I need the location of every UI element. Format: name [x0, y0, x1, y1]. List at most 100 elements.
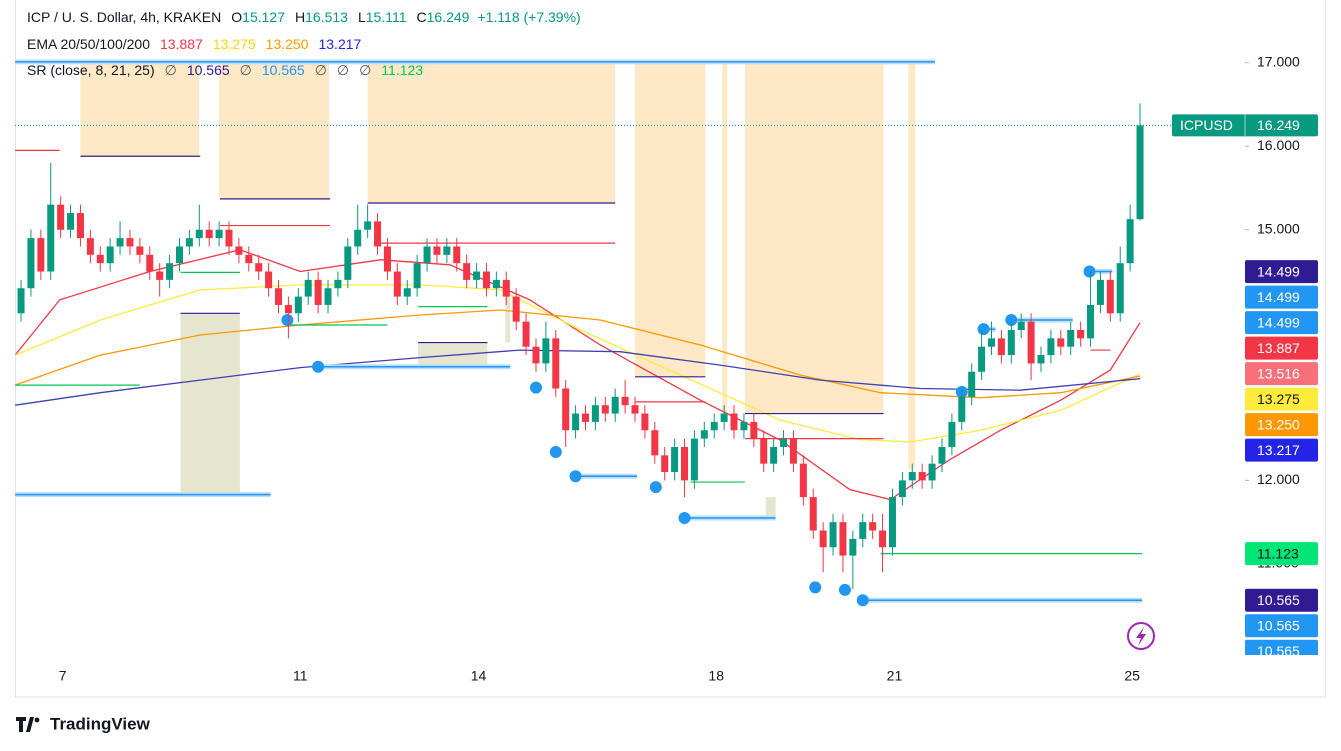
indicator-value: ∅ — [165, 62, 177, 78]
candle-body — [661, 455, 669, 473]
price-label: 13.516 — [1257, 365, 1300, 381]
sr-dot — [678, 511, 691, 524]
candle-body — [1077, 330, 1085, 339]
candle-body — [502, 279, 510, 297]
candle-body — [136, 246, 144, 255]
lightning-icon[interactable] — [1127, 622, 1155, 650]
sr-zone — [505, 284, 511, 343]
candle-body — [433, 246, 441, 255]
candle-body — [641, 413, 649, 431]
candle-body — [562, 388, 570, 431]
candle-body — [195, 229, 203, 239]
candle-body — [591, 405, 599, 422]
price-axis: 17.00016.00015.00012.00011.000ICPUSD16.2… — [1172, 53, 1318, 659]
sr-dot — [649, 481, 662, 494]
price-label-bg — [1245, 311, 1318, 335]
price-label-bg — [1245, 362, 1318, 386]
x-tick-label: 14 — [471, 668, 487, 684]
y-tick-label: 16.000 — [1257, 137, 1300, 153]
change: +1.118 (+7.39%) — [477, 9, 580, 25]
price-label: 13.275 — [1257, 391, 1300, 407]
indicator-name: SR (close, 8, 21, 25) — [27, 62, 155, 78]
indicator-value: 13.217 — [318, 36, 361, 52]
candle-body — [334, 279, 342, 289]
candle-body — [265, 271, 273, 289]
price-label-bg — [1245, 438, 1318, 462]
last-price-badge: ICPUSD 16.249 — [1172, 114, 1318, 137]
price-label-bg — [1245, 588, 1318, 612]
last-price-label: 16.249 — [1257, 117, 1300, 133]
price-label-bg — [1245, 614, 1318, 638]
sr-zone — [635, 61, 706, 377]
indicator-value: 11.123 — [381, 62, 423, 78]
candle-body — [27, 238, 35, 289]
candle-body — [57, 204, 65, 230]
candle-body — [978, 346, 986, 372]
ema-line — [15, 309, 1141, 399]
candle-body — [37, 238, 45, 272]
price-label-bg — [1245, 285, 1318, 309]
candle-body — [185, 238, 193, 247]
ohlc-key: L — [358, 9, 366, 25]
sr-dot — [1005, 313, 1018, 326]
candle-body — [532, 346, 540, 364]
ohlc-value: 15.111 — [366, 9, 407, 25]
candle-body — [126, 238, 134, 247]
price-label: 14.499 — [1257, 289, 1300, 305]
price-label: 10.565 — [1257, 592, 1300, 608]
candle-body — [611, 396, 619, 414]
candle-body — [453, 246, 461, 264]
candle-body — [938, 446, 946, 464]
candle-body — [1037, 355, 1045, 364]
candle-body — [1136, 125, 1144, 220]
candle-body — [175, 246, 183, 264]
candle-body — [245, 254, 253, 264]
sr-zone — [722, 61, 728, 414]
candle-body — [898, 480, 906, 498]
candle-body — [255, 263, 263, 272]
candle-body — [789, 438, 797, 464]
candle-body — [275, 288, 283, 305]
legend: ICP / U. S. Dollar, 4h, KRAKEN O15.127 H16… — [27, 9, 581, 78]
candle-body — [86, 238, 94, 255]
price-label: 10.565 — [1257, 643, 1300, 659]
candle-body — [581, 413, 589, 422]
price-label: 11.123 — [1257, 545, 1299, 561]
candle-body — [473, 271, 481, 280]
sr-dot — [549, 445, 562, 458]
candle-body — [799, 463, 807, 498]
candle-body — [770, 446, 778, 464]
indicator-value: 10.565 — [262, 62, 305, 78]
candle-body — [413, 263, 421, 289]
candle-body — [106, 246, 114, 264]
sr-dot — [1083, 265, 1096, 278]
sr-dot — [569, 470, 582, 483]
price-label-bg — [1245, 260, 1318, 284]
candle-body — [324, 288, 332, 305]
sr-zone — [80, 61, 200, 157]
candle-body — [492, 279, 500, 289]
price-label-bg — [1245, 387, 1318, 411]
candle-body — [1096, 279, 1104, 305]
price-label: 10.565 — [1257, 617, 1300, 633]
candle-body — [750, 421, 758, 439]
legend-line: SR (close, 8, 21, 25) ∅ 10.565 ∅ 10.565 ∅ ∅ ∅ 11… — [27, 62, 423, 78]
indicator-value: ∅ — [337, 62, 349, 78]
price-label: 13.887 — [1257, 340, 1300, 356]
sr-zone — [219, 61, 330, 199]
candle-body — [720, 413, 728, 422]
sr-zone — [744, 61, 884, 414]
ohlc-value: 16.513 — [305, 9, 348, 25]
candle-body — [374, 221, 382, 247]
sr-zone — [367, 61, 616, 204]
candle-body — [730, 413, 738, 431]
brand: TradingView — [50, 714, 151, 733]
candle-body — [225, 229, 233, 247]
indicator-value: 13.887 — [160, 36, 203, 52]
candle-body — [76, 213, 84, 239]
ohlc-value: 15.127 — [242, 9, 285, 25]
candle-body — [304, 279, 312, 297]
candle-body — [1087, 304, 1095, 339]
candle-body — [1007, 330, 1015, 356]
